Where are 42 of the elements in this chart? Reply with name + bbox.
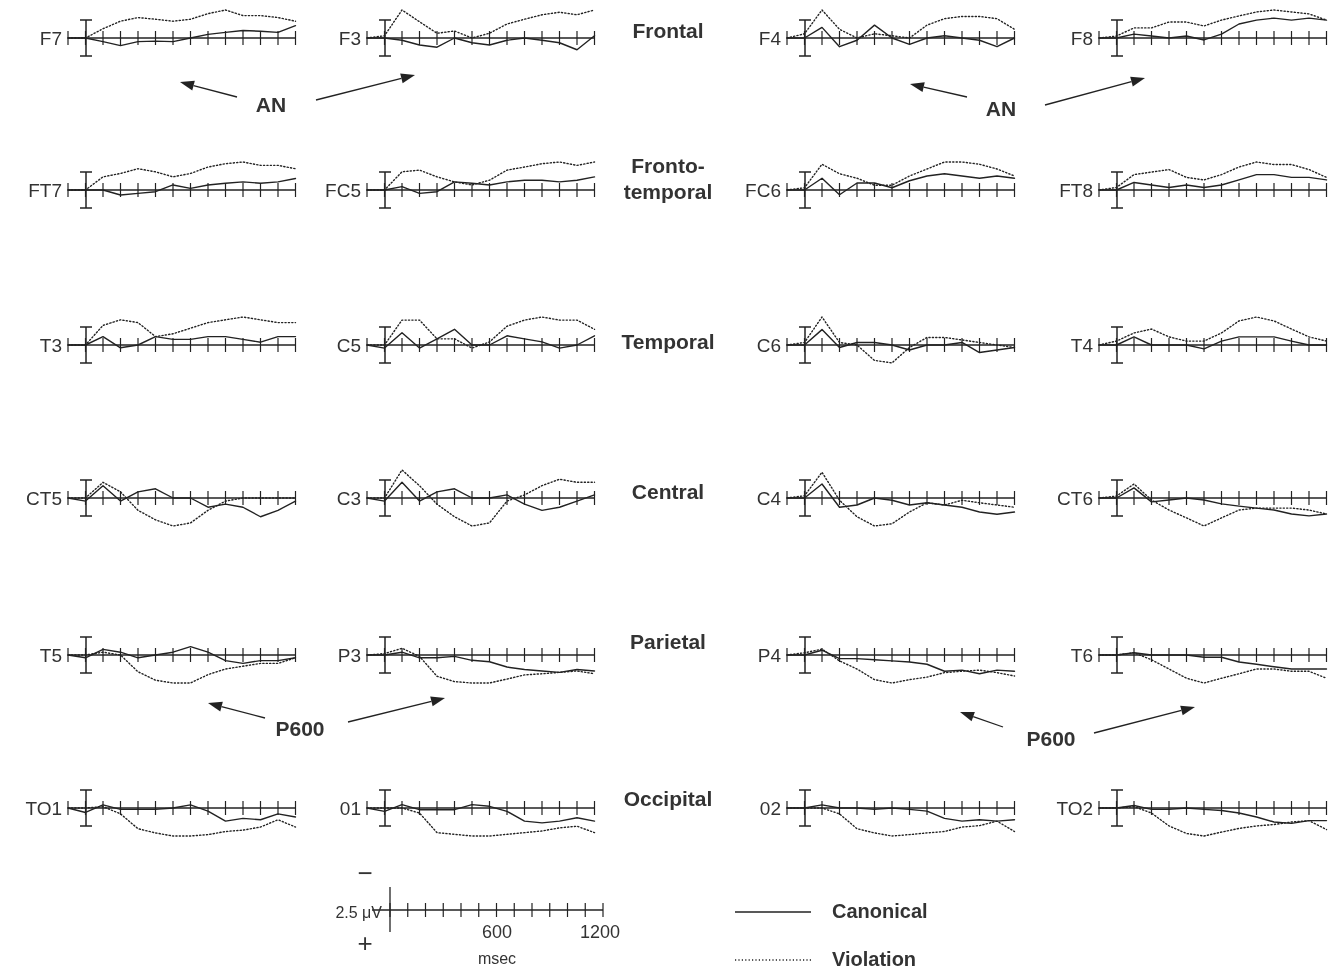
text: C5 <box>336 335 361 356</box>
text: 2.5 μV <box>335 904 383 921</box>
text: T3 <box>39 335 62 356</box>
text: Frontal <box>632 19 704 42</box>
text: − <box>357 858 373 888</box>
chart-title: CT6 <box>1057 488 1093 509</box>
text: C4 <box>756 488 782 509</box>
text: Fronto- temporal <box>623 154 713 203</box>
text: AN <box>255 93 287 116</box>
chart-title: P3 <box>337 645 361 666</box>
text: T4 <box>1070 335 1094 356</box>
text: Temporal <box>621 330 715 353</box>
text: F4 <box>758 28 782 49</box>
chart-title: TO2 <box>1056 798 1093 819</box>
text: FC5 <box>325 180 361 201</box>
text: P600 <box>275 717 325 740</box>
text: FT7 <box>28 180 62 201</box>
text: FT8 <box>1059 180 1093 201</box>
chart-title: 01 <box>339 798 361 819</box>
text: F7 <box>39 28 62 49</box>
chart-title: P4 <box>757 645 782 666</box>
text: FC6 <box>745 180 781 201</box>
text: 600 <box>481 922 513 942</box>
text: Violation <box>832 948 917 970</box>
chart-title: TO1 <box>25 798 62 819</box>
text: Occipital <box>623 787 713 810</box>
text: C6 <box>756 335 781 356</box>
text: + <box>357 928 373 958</box>
text: Canonical <box>832 900 928 922</box>
chart-title: CT5 <box>26 488 62 509</box>
text: C3 <box>336 488 361 509</box>
text: msec <box>477 950 517 967</box>
text: F8 <box>1070 28 1093 49</box>
chart-title: T5 <box>39 645 62 666</box>
text: P600 <box>1026 727 1076 750</box>
text: Parietal <box>630 630 706 653</box>
text: Central <box>631 480 705 503</box>
text: F3 <box>338 28 361 49</box>
chart-title: T6 <box>1070 645 1093 666</box>
text: 1200 <box>579 922 621 942</box>
chart-title: 02 <box>759 798 781 819</box>
text: AN <box>985 97 1017 120</box>
